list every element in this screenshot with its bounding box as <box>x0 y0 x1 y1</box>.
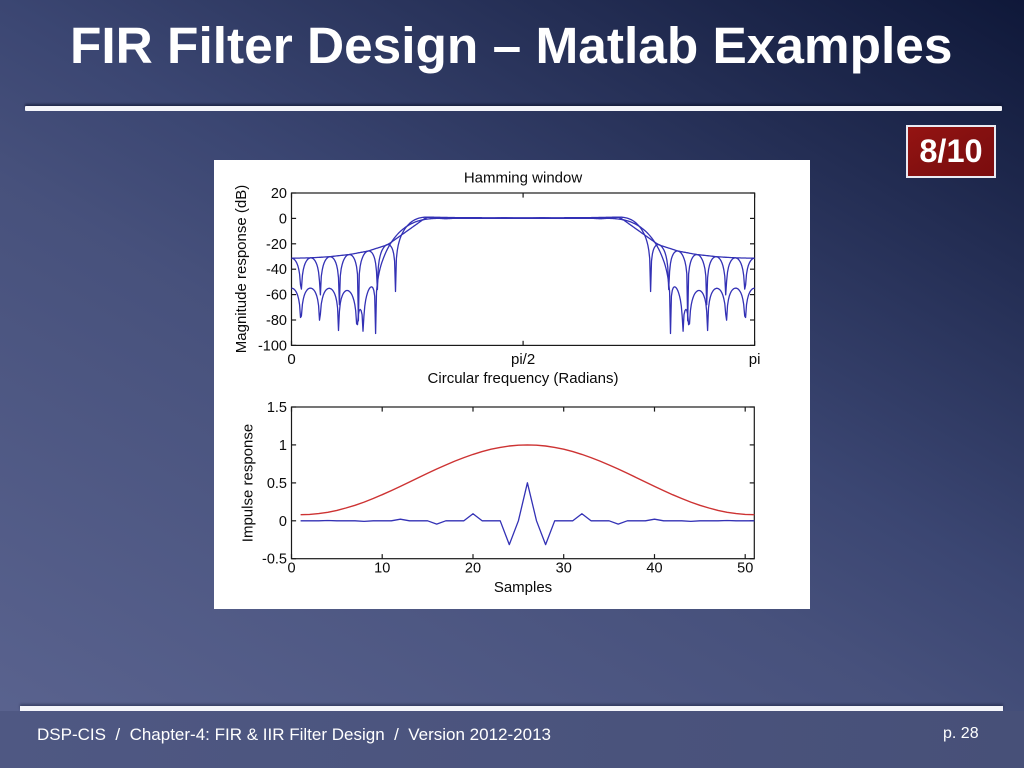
svg-text:50: 50 <box>737 561 753 577</box>
svg-text:30: 30 <box>556 561 572 577</box>
svg-text:1.5: 1.5 <box>267 400 287 416</box>
svg-text:20: 20 <box>465 561 481 577</box>
svg-text:-80: -80 <box>266 313 287 329</box>
svg-text:Circular frequency (Radians): Circular frequency (Radians) <box>428 370 619 387</box>
svg-text:-60: -60 <box>266 288 287 304</box>
svg-text:40: 40 <box>646 561 662 577</box>
svg-text:0: 0 <box>279 514 287 530</box>
svg-text:-100: -100 <box>258 338 287 354</box>
svg-text:pi/2: pi/2 <box>511 351 535 368</box>
svg-text:0: 0 <box>287 351 295 368</box>
svg-text:Samples: Samples <box>494 579 552 596</box>
svg-text:1: 1 <box>279 438 287 454</box>
svg-text:pi: pi <box>749 351 761 368</box>
svg-text:-40: -40 <box>266 262 287 278</box>
svg-text:10: 10 <box>374 561 390 577</box>
svg-text:-20: -20 <box>266 237 287 253</box>
svg-text:0: 0 <box>287 561 295 577</box>
svg-text:Impulse response: Impulse response <box>240 424 257 542</box>
svg-text:Magnitude response (dB): Magnitude response (dB) <box>233 185 250 353</box>
svg-text:0.5: 0.5 <box>267 476 287 492</box>
svg-text:-0.5: -0.5 <box>262 552 287 568</box>
svg-text:20: 20 <box>271 186 287 202</box>
svg-text:0: 0 <box>279 211 287 227</box>
svg-text:Hamming window: Hamming window <box>464 170 583 187</box>
